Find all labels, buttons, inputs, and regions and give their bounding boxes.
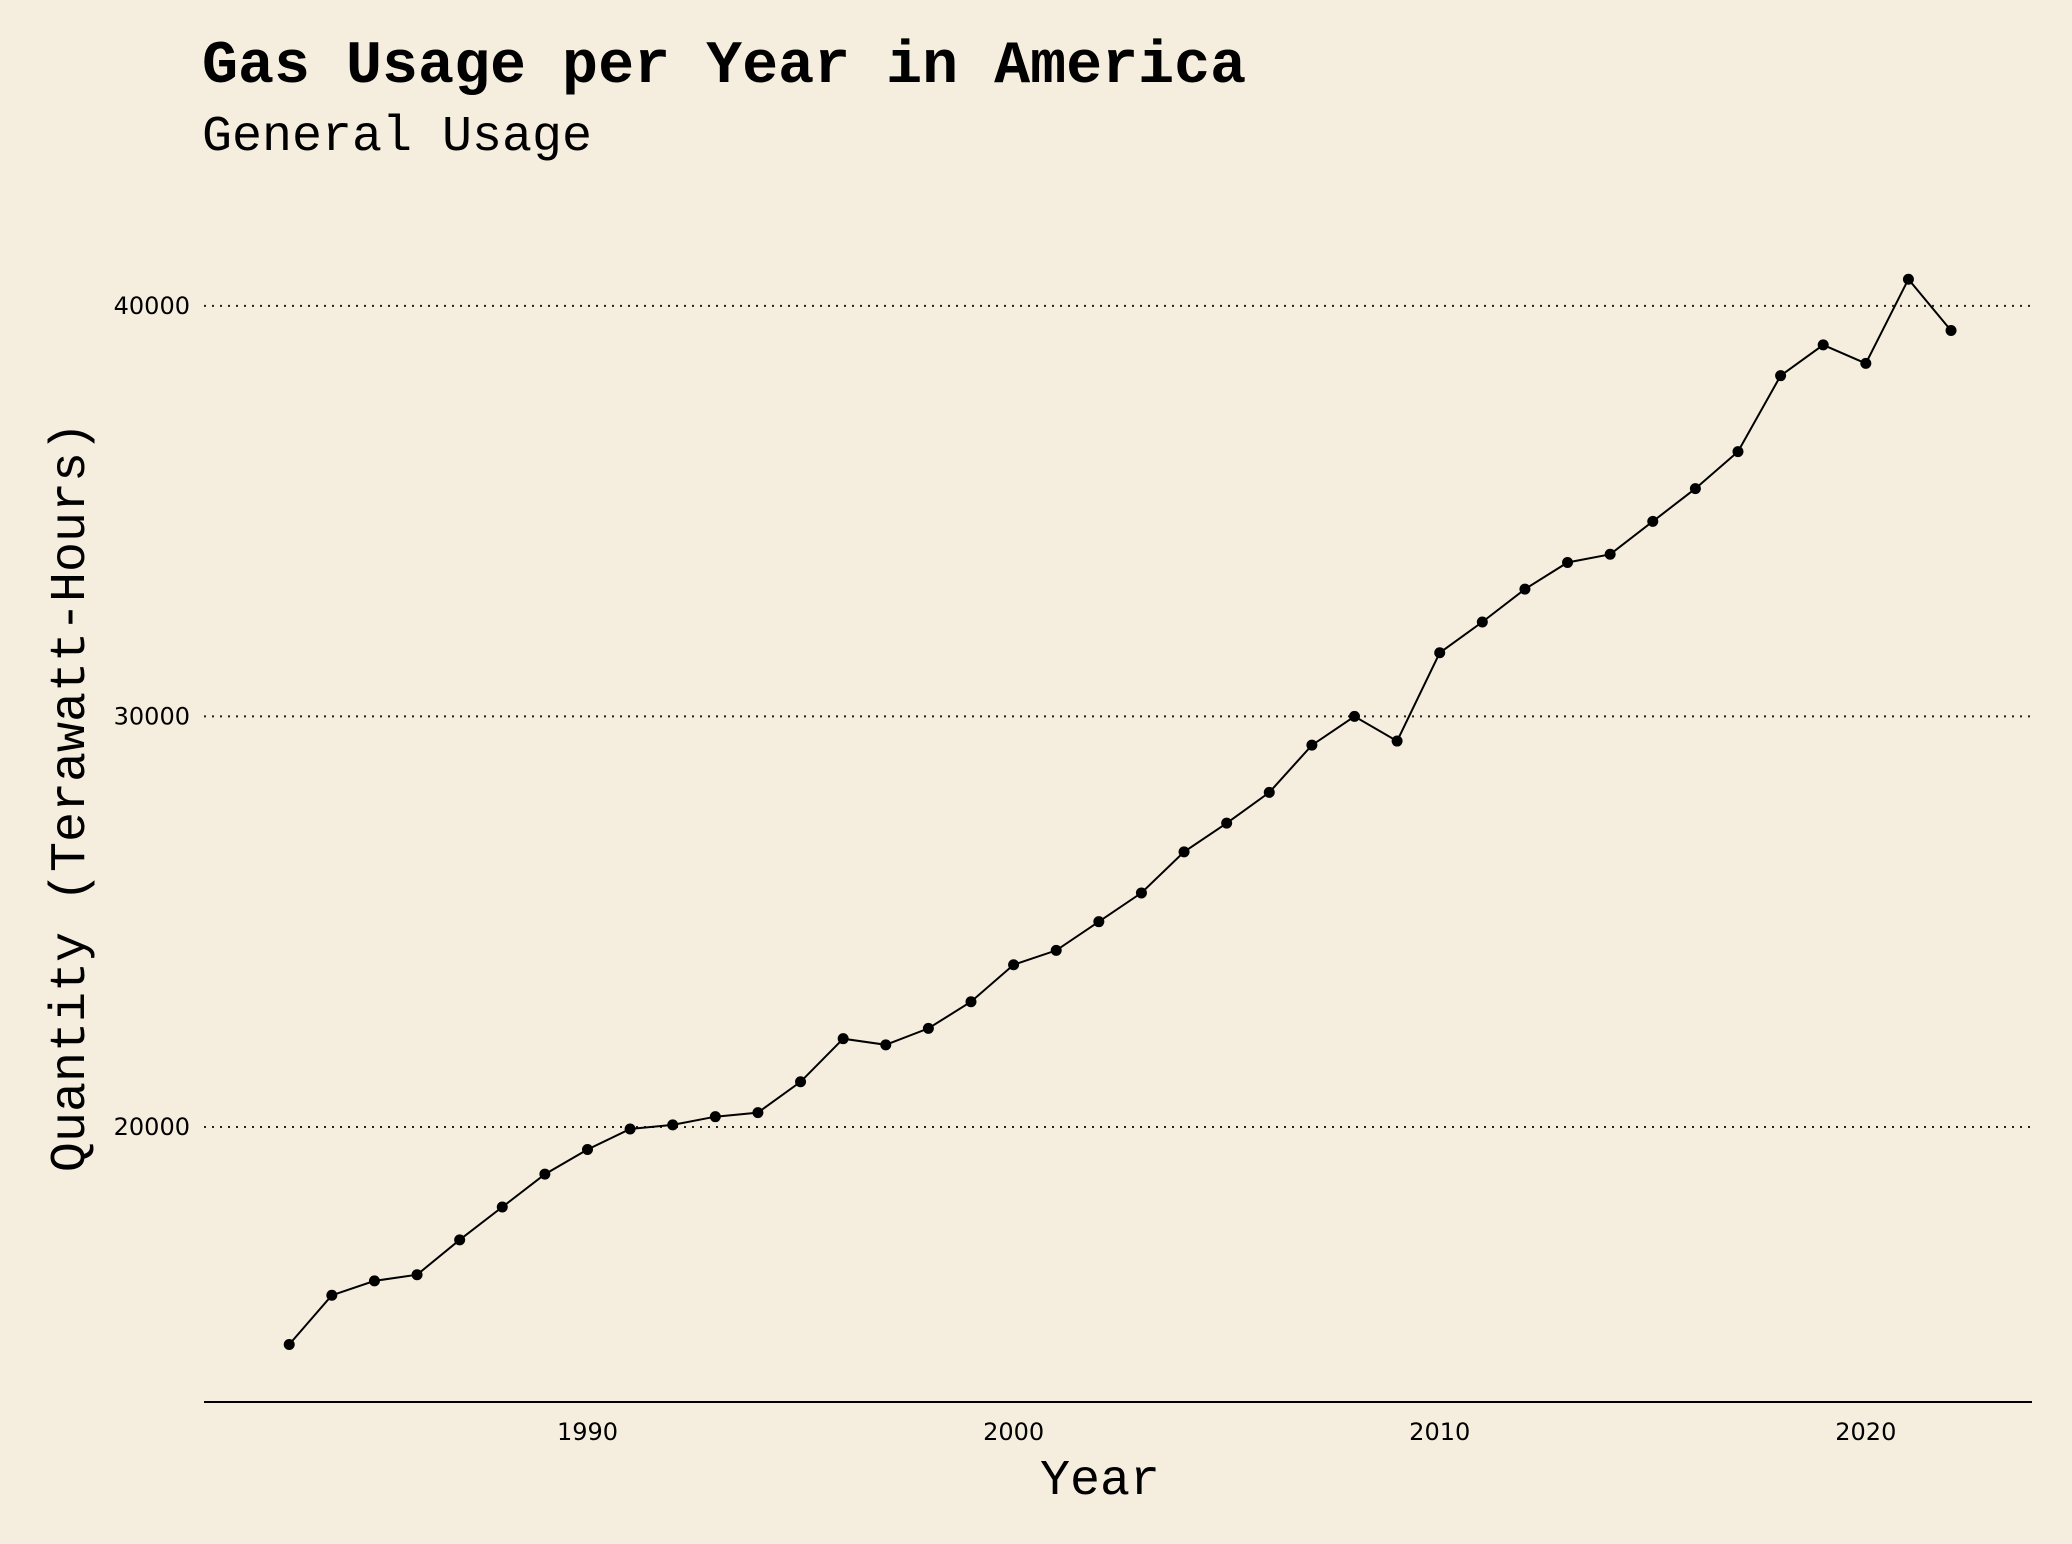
y-tick-labels: 20000 30000 40000 bbox=[114, 292, 190, 1141]
data-point-1999 bbox=[965, 996, 977, 1008]
chart-title: Gas Usage per Year in America bbox=[202, 33, 1246, 101]
data-point-1984 bbox=[326, 1289, 338, 1301]
data-point-2007 bbox=[1306, 739, 1318, 751]
data-point-2005 bbox=[1221, 817, 1233, 829]
data-point-2012 bbox=[1519, 583, 1531, 595]
y-tick-label-20000: 20000 bbox=[114, 1113, 190, 1141]
data-point-1985 bbox=[368, 1275, 380, 1287]
data-point-1989 bbox=[539, 1168, 551, 1180]
data-point-1991 bbox=[624, 1123, 636, 1135]
data-point-2000 bbox=[1008, 959, 1020, 971]
data-point-1998 bbox=[922, 1022, 934, 1034]
series-line-gas-usage bbox=[288, 277, 1952, 1346]
data-point-1986 bbox=[411, 1269, 423, 1281]
x-tick-label-1990: 1990 bbox=[557, 1418, 618, 1446]
data-point-2014 bbox=[1604, 548, 1616, 560]
data-point-2013 bbox=[1562, 556, 1574, 568]
data-point-1992 bbox=[667, 1119, 679, 1131]
data-point-1995 bbox=[795, 1076, 807, 1088]
x-axis-title: Year bbox=[1040, 1453, 1160, 1510]
data-point-2001 bbox=[1050, 944, 1062, 956]
data-point-2015 bbox=[1647, 515, 1659, 527]
x-tick-label-2010: 2010 bbox=[1409, 1418, 1470, 1446]
chart-subtitle: General Usage bbox=[202, 109, 592, 166]
data-point-1987 bbox=[454, 1234, 466, 1246]
x-tick-labels: 1990 2000 2010 2020 bbox=[557, 1418, 1896, 1446]
gridlines bbox=[204, 304, 2032, 1128]
data-point-2004 bbox=[1178, 846, 1190, 858]
y-tick-label-40000: 40000 bbox=[114, 292, 190, 320]
data-point-2006 bbox=[1263, 786, 1275, 798]
data-point-2011 bbox=[1476, 616, 1488, 628]
data-point-1983 bbox=[283, 1339, 295, 1351]
data-point-2016 bbox=[1689, 483, 1701, 495]
data-point-1997 bbox=[880, 1039, 892, 1051]
data-point-1990 bbox=[581, 1144, 593, 1156]
data-point-2003 bbox=[1135, 887, 1147, 899]
data-point-1988 bbox=[496, 1201, 508, 1213]
x-tick-label-2020: 2020 bbox=[1835, 1418, 1896, 1446]
y-tick-label-30000: 30000 bbox=[114, 702, 190, 730]
data-point-2019 bbox=[1817, 339, 1829, 351]
data-point-1994 bbox=[752, 1107, 764, 1119]
data-point-2002 bbox=[1093, 916, 1105, 928]
data-point-2009 bbox=[1391, 735, 1403, 747]
data-point-2008 bbox=[1348, 710, 1360, 722]
data-point-2018 bbox=[1775, 370, 1787, 382]
x-tick-label-2000: 2000 bbox=[983, 1418, 1044, 1446]
data-point-2017 bbox=[1732, 446, 1744, 458]
data-point-2021 bbox=[1902, 273, 1914, 285]
y-axis-title: Quantity (Terawatt-Hours) bbox=[43, 422, 100, 1172]
data-point-2020 bbox=[1860, 357, 1872, 369]
data-points bbox=[283, 273, 1957, 1351]
data-point-2022 bbox=[1945, 325, 1957, 337]
data-point-1996 bbox=[837, 1033, 849, 1045]
data-point-2010 bbox=[1434, 647, 1446, 659]
data-point-1993 bbox=[709, 1111, 721, 1123]
